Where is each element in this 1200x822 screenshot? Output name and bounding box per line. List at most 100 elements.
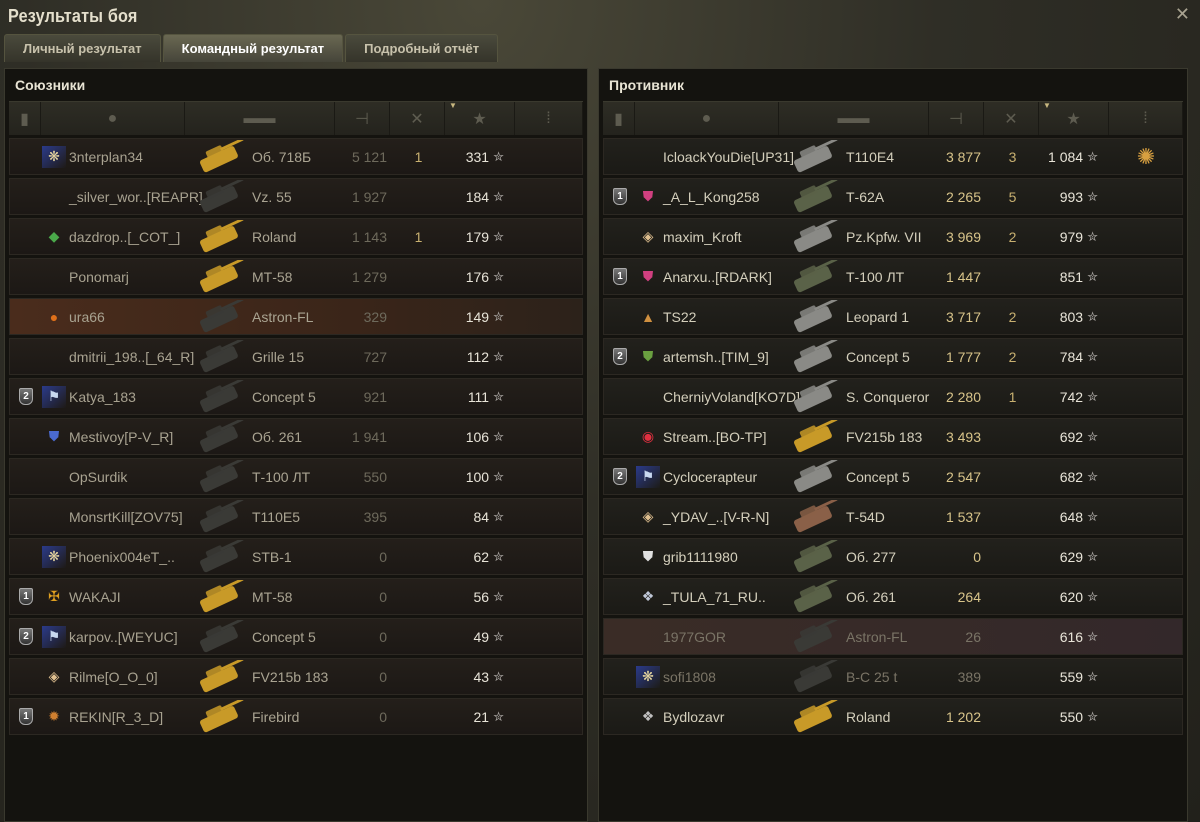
player-name[interactable]: _A_L_Kong258 bbox=[663, 188, 760, 205]
player-cell: ❖ _TULA_71_RU.. bbox=[636, 579, 780, 614]
player-name[interactable]: CherniyVoland[KO7D] bbox=[663, 388, 800, 405]
player-name[interactable]: REKIN[R_3_D] bbox=[69, 708, 164, 725]
player-row[interactable]: 1 ✹ REKIN[R_3_D] Firebird 0 21 ✮ bbox=[9, 698, 583, 735]
close-icon[interactable]: ✕ bbox=[1174, 4, 1190, 24]
player-row[interactable]: CherniyVoland[KO7D] S. Conqueror 2 280 1 742… bbox=[603, 378, 1183, 415]
player-row[interactable]: ▲ TS22 Leopard 1 3 717 2 803 ✮ bbox=[603, 298, 1183, 335]
player-row[interactable]: ❖ Bydlozavr Roland 1 202 550 ✮ bbox=[603, 698, 1183, 735]
player-name[interactable]: MonsrtKill[ZOV75] bbox=[69, 508, 183, 525]
player-row[interactable]: ⛊ grib1111980 Об. 277 0 629 ✮ bbox=[603, 538, 1183, 575]
player-row[interactable]: IcloackYouDie[UP31] T110E4 3 877 3 1 084 ✮ ✺ bbox=[603, 138, 1183, 175]
player-name[interactable]: Rilme[O_O_0] bbox=[69, 668, 158, 685]
medal-cell bbox=[1110, 659, 1182, 694]
kills-value bbox=[985, 499, 1040, 534]
xp-value: 184 bbox=[465, 188, 490, 205]
player-row[interactable]: ◈ maxim_Kroft Pz.Kpfw. VII 3 969 2 979 ✮ bbox=[603, 218, 1183, 255]
player-row[interactable]: ◈ Rilme[O_O_0] FV215b 183 0 43 ✮ bbox=[9, 658, 583, 695]
player-name[interactable]: Ponomarj bbox=[69, 268, 129, 285]
player-row[interactable]: MonsrtKill[ZOV75] T110E5 395 84 ✮ bbox=[9, 498, 583, 535]
player-name[interactable]: karpov..[WEYUC] bbox=[69, 628, 178, 645]
player-column-icon[interactable]: ● bbox=[41, 102, 185, 135]
player-name[interactable]: TS22 bbox=[663, 308, 697, 325]
damage-value: 0 bbox=[379, 668, 387, 685]
player-name[interactable]: WAKAJI bbox=[69, 588, 121, 605]
player-name[interactable]: OpSurdik bbox=[69, 468, 128, 485]
player-name[interactable]: IcloackYouDie[UP31] bbox=[663, 148, 795, 165]
tank-name: Concept 5 bbox=[846, 468, 910, 485]
player-name[interactable]: Bydlozavr bbox=[663, 708, 725, 725]
player-row[interactable]: ❋ 3nterplan34 Об. 718Б 5 121 1 331 ✮ bbox=[9, 138, 583, 175]
player-row[interactable]: _silver_wor..[REAPR] Vz. 55 1 927 184 ✮ bbox=[9, 178, 583, 215]
player-row[interactable]: ❖ _TULA_71_RU.. Об. 261 264 620 ✮ bbox=[603, 578, 1183, 615]
ace-medal-icon[interactable]: ✺ bbox=[1136, 143, 1156, 169]
player-row[interactable]: ⛊ Mestivoy[P-V_R] Об. 261 1 941 106 ✮ bbox=[9, 418, 583, 455]
player-name[interactable]: _silver_wor..[REAPR] bbox=[69, 188, 203, 205]
player-name[interactable]: dmitrii_198..[_64_R] bbox=[69, 348, 195, 365]
allies-panel: Союзники ▮ ● ▬▬ ⊣ ✕ ▼ ★ ⁞ ❋ 3nterplan34 Об.… bbox=[4, 68, 588, 822]
player-name[interactable]: Phoenix004eT_.. bbox=[69, 548, 175, 565]
achievement-badge-icon: ⚑ bbox=[42, 625, 66, 648]
player-name[interactable]: maxim_Kroft bbox=[663, 228, 742, 245]
player-row[interactable]: ◈ _YDAV_..[V-R-N] Т-54D 1 537 648 ✮ bbox=[603, 498, 1183, 535]
player-row[interactable]: 1 ⛊ Anarxu..[RDARK] Т-100 ЛТ 1 447 851 ✮ bbox=[603, 258, 1183, 295]
kills-value: 3 bbox=[1008, 148, 1017, 165]
player-name[interactable]: 3nterplan34 bbox=[69, 148, 143, 165]
player-name[interactable]: _TULA_71_RU.. bbox=[663, 588, 766, 605]
kills-column-icon[interactable]: ✕ bbox=[984, 102, 1039, 135]
player-name[interactable]: ura66 bbox=[69, 308, 105, 325]
tab-personal-result[interactable]: Личный результат bbox=[4, 34, 161, 62]
player-row[interactable]: 2 ⚑ Cyclocerapteur Concept 5 2 547 682 ✮ bbox=[603, 458, 1183, 495]
player-row[interactable]: ◆ dazdrop..[_COT_] Roland 1 143 1 179 ✮ bbox=[9, 218, 583, 255]
xp-column-icon[interactable]: ▼ ★ bbox=[445, 101, 515, 135]
squad-cell: 1 bbox=[604, 179, 636, 214]
player-row[interactable]: dmitrii_198..[_64_R] Grille 15 727 112 ✮ bbox=[9, 338, 583, 375]
player-name[interactable]: _YDAV_..[V-R-N] bbox=[663, 508, 770, 525]
medal-column-icon[interactable]: ⁞ bbox=[1109, 102, 1183, 135]
player-row[interactable]: 1 ✠ WAKAJI МТ-58 0 56 ✮ bbox=[9, 578, 583, 615]
player-row[interactable]: ❋ sofi1808 В-С 25 t 389 559 ✮ bbox=[603, 658, 1183, 695]
player-row[interactable]: ● ura66 Astron-FL 329 149 ✮ bbox=[9, 298, 583, 335]
tank-column-icon[interactable]: ▬▬ bbox=[779, 102, 929, 135]
player-row[interactable]: 2 ⚑ Katya_183 Concept 5 921 111 ✮ bbox=[9, 378, 583, 415]
player-row[interactable]: 1 ⛊ _A_L_Kong258 Т-62А 2 265 5 993 ✮ bbox=[603, 178, 1183, 215]
tank-icon bbox=[780, 659, 846, 694]
star-icon: ✮ bbox=[1087, 228, 1098, 244]
player-row[interactable]: OpSurdik Т-100 ЛТ 550 100 ✮ bbox=[9, 458, 583, 495]
player-row[interactable]: 2 ⛊ artemsh..[TIM_9] Concept 5 1 777 2 784 ✮ bbox=[603, 338, 1183, 375]
damage-column-icon[interactable]: ⊣ bbox=[335, 102, 390, 135]
player-name[interactable]: Mestivoy[P-V_R] bbox=[69, 428, 174, 445]
kills-column-icon[interactable]: ✕ bbox=[390, 102, 445, 135]
squad-column-icon[interactable]: ▮ bbox=[9, 102, 41, 135]
squad-column-icon[interactable]: ▮ bbox=[603, 102, 635, 135]
player-name[interactable]: sofi1808 bbox=[663, 668, 716, 685]
player-name[interactable]: 1977GOR bbox=[663, 628, 727, 645]
player-column-icon[interactable]: ● bbox=[635, 102, 779, 135]
player-row[interactable]: Ponomarj МТ-58 1 279 176 ✮ bbox=[9, 258, 583, 295]
tab-team-result[interactable]: Командный результат bbox=[162, 34, 344, 62]
player-name[interactable]: Anarxu..[RDARK] bbox=[663, 268, 772, 285]
tank-icon bbox=[780, 139, 846, 174]
player-name[interactable]: grib1111980 bbox=[663, 548, 738, 565]
player-name[interactable]: artemsh..[TIM_9] bbox=[663, 348, 769, 365]
medal-cell bbox=[1110, 339, 1182, 374]
tab-detailed-report[interactable]: Подробный отчёт bbox=[345, 34, 499, 62]
player-name[interactable]: Cyclocerapteur bbox=[663, 468, 758, 485]
kills-value: 1 bbox=[1008, 388, 1017, 405]
damage-column-icon[interactable]: ⊣ bbox=[929, 102, 984, 135]
player-row[interactable]: ◉ Stream..[BO-TP] FV215b 183 3 493 692 ✮ bbox=[603, 418, 1183, 455]
player-cell: ◉ Stream..[BO-TP] bbox=[636, 419, 780, 454]
player-row[interactable]: 1977GOR Astron-FL 26 616 ✮ bbox=[603, 618, 1183, 655]
medal-column-icon[interactable]: ⁞ bbox=[515, 102, 583, 135]
player-name[interactable]: Katya_183 bbox=[69, 388, 136, 405]
xp-value: 1 084 bbox=[1048, 148, 1084, 165]
tank-name: Roland bbox=[252, 228, 297, 245]
squad-badge-icon: 1 bbox=[613, 188, 627, 205]
xp-cell: 106 ✮ bbox=[446, 419, 516, 454]
player-row[interactable]: 2 ⚑ karpov..[WEYUC] Concept 5 0 49 ✮ bbox=[9, 618, 583, 655]
xp-column-icon[interactable]: ▼ ★ bbox=[1039, 101, 1109, 135]
player-name[interactable]: Stream..[BO-TP] bbox=[663, 428, 767, 445]
player-name[interactable]: dazdrop..[_COT_] bbox=[69, 228, 181, 245]
xp-value: 648 bbox=[1059, 508, 1084, 525]
player-row[interactable]: ❋ Phoenix004eT_.. STB-1 0 62 ✮ bbox=[9, 538, 583, 575]
tank-column-icon[interactable]: ▬▬ bbox=[185, 102, 335, 135]
